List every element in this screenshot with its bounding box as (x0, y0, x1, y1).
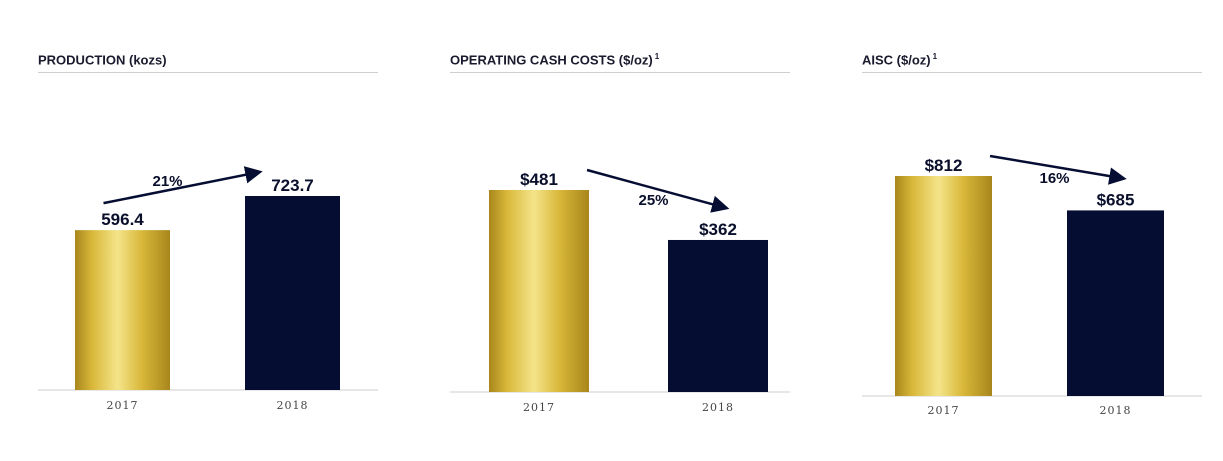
bar-2017 (895, 176, 992, 396)
production-plot: 596.4 2017 723.7 2018 21% (38, 166, 378, 412)
tick-label-2017: 2017 (523, 401, 555, 414)
tick-label-2018: 2018 (702, 401, 734, 414)
change-arrow (103, 166, 263, 205)
bar-2017 (489, 190, 589, 392)
change-percent-label: 25% (638, 192, 668, 209)
value-label-2017: $481 (520, 170, 558, 189)
value-label-2017: $812 (925, 156, 963, 175)
change-arrow (586, 168, 730, 213)
chart-title: AISC ($/oz) 1 (862, 52, 938, 68)
title-divider (862, 72, 1202, 73)
aisc-plot: $812 2017 $685 2018 16% (862, 154, 1202, 417)
production-chart: PRODUCTION (kozs) 596.4 2017 723.7 2018 21% (38, 0, 378, 461)
title-divider (38, 72, 378, 73)
bar-2017 (75, 230, 170, 390)
title-divider (450, 72, 790, 73)
value-label-2018: $362 (699, 220, 737, 239)
tick-label-2017: 2017 (107, 399, 139, 412)
value-label-2018: 723.7 (271, 176, 314, 195)
value-label-2018: $685 (1097, 190, 1135, 209)
aisc-chart: AISC ($/oz) 1 $812 2017 $685 2018 16% (862, 0, 1202, 461)
tick-label-2018: 2018 (1100, 404, 1132, 417)
bar-2018 (668, 239, 768, 392)
bar-2018 (1067, 210, 1164, 396)
bar-2018 (245, 196, 340, 390)
change-arrow (989, 154, 1127, 185)
chart-title: PRODUCTION (kozs) (38, 52, 167, 68)
chart-title: OPERATING CASH COSTS ($/oz) 1 (450, 52, 660, 68)
operating-cash-costs-plot: $481 2017 $362 2018 25% (450, 168, 790, 414)
operating-cash-costs-chart: OPERATING CASH COSTS ($/oz) 1 $481 2017 $36… (450, 0, 790, 461)
tick-label-2018: 2018 (277, 399, 309, 412)
change-percent-label: 21% (152, 173, 182, 190)
change-percent-label: 16% (1039, 170, 1069, 187)
tick-label-2017: 2017 (928, 404, 960, 417)
value-label-2017: 596.4 (101, 210, 144, 229)
